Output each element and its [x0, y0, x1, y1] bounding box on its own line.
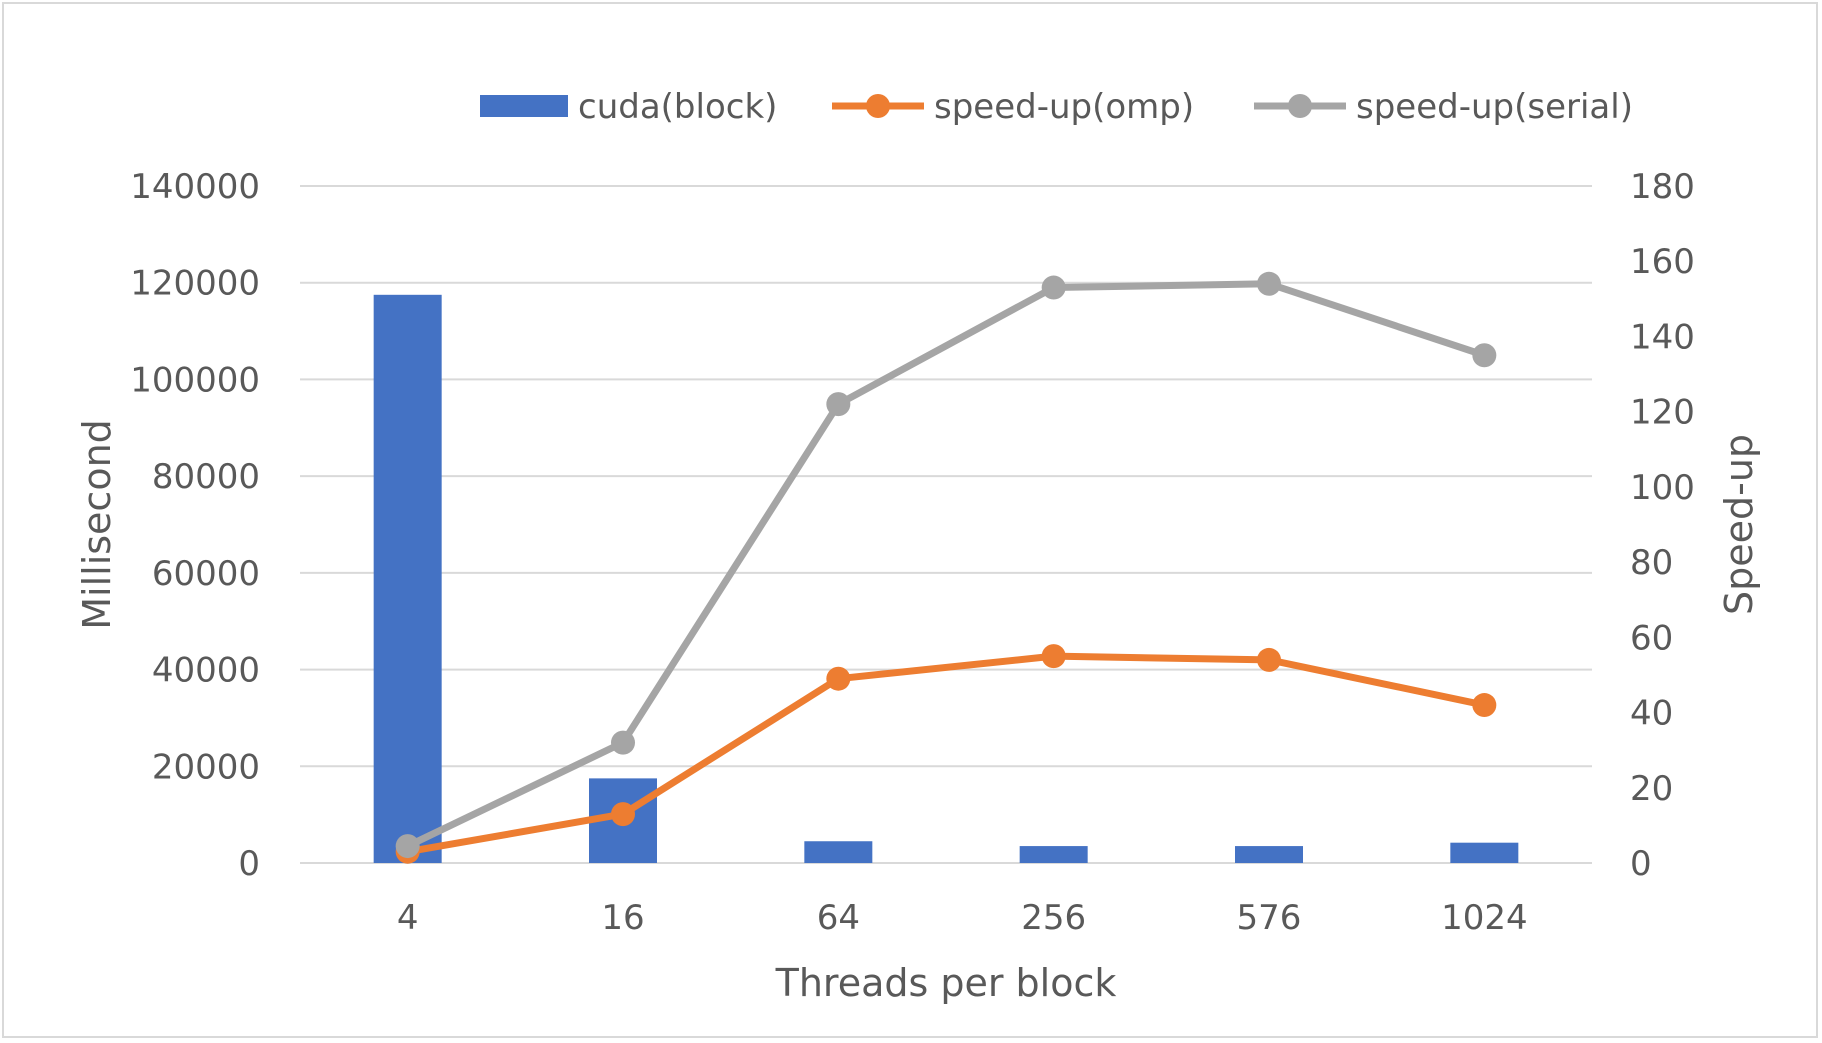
right-tick-label: 180: [1630, 167, 1695, 207]
x-tick-label: 1024: [1441, 898, 1528, 938]
data-point: [611, 802, 635, 827]
right-tick-label: 60: [1630, 618, 1673, 658]
legend-label: speed-up(omp): [934, 87, 1194, 127]
left-tick-label: 140000: [130, 167, 260, 207]
data-point: [395, 834, 420, 859]
data-point: [1472, 693, 1497, 718]
bar: [1235, 846, 1303, 863]
legend-swatch: [480, 95, 568, 117]
x-axis-title: Threads per block: [775, 961, 1117, 1005]
left-tick-label: 40000: [152, 651, 260, 691]
gridlines: [300, 185, 1592, 768]
left-tick-label: 120000: [130, 264, 260, 304]
data-point: [826, 666, 851, 691]
right-tick-label: 140: [1630, 317, 1695, 357]
line-series: [395, 271, 1497, 864]
data-point: [1041, 644, 1066, 669]
series-line: [406, 280, 1486, 850]
left-axis-ticks: 0 20000 40000 60000 80000 100000 120000 140000: [130, 167, 260, 884]
left-tick-label: 0: [238, 844, 260, 884]
right-tick-label: 80: [1630, 543, 1673, 583]
right-tick-label: 120: [1630, 393, 1695, 433]
right-axis-title: Speed-up: [1717, 434, 1761, 615]
bar: [1450, 842, 1519, 863]
bar: [1019, 846, 1088, 863]
left-tick-label: 100000: [130, 360, 260, 400]
data-point: [611, 730, 635, 755]
data-point: [1257, 271, 1281, 296]
legend-marker: [1288, 94, 1312, 118]
data-point: [1472, 343, 1497, 368]
x-tick-label: 576: [1237, 898, 1302, 938]
right-tick-label: 0: [1630, 844, 1652, 884]
data-point: [1257, 647, 1281, 672]
x-tick-label: 256: [1021, 898, 1086, 938]
data-point: [826, 392, 851, 417]
legend-marker: [866, 94, 890, 118]
series-line: [407, 652, 1486, 856]
x-axis-ticks: 4 16 64 256 576 1024: [397, 898, 1528, 938]
legend-label: speed-up(serial): [1356, 87, 1633, 127]
data-point: [1041, 275, 1066, 300]
left-tick-label: 60000: [152, 554, 260, 594]
left-tick-label: 20000: [152, 747, 260, 787]
left-tick-label: 80000: [152, 457, 260, 497]
right-tick-label: 100: [1630, 468, 1695, 508]
bar: [804, 841, 873, 863]
legend: cuda(block) speed-up(omp) speed-up(serial): [480, 87, 1633, 127]
legend-label: cuda(block): [578, 87, 777, 127]
left-axis-title: Millisecond: [75, 419, 119, 630]
right-tick-label: 160: [1630, 242, 1695, 282]
bar: [373, 294, 442, 863]
right-tick-label: 40: [1630, 694, 1673, 734]
x-tick-label: 4: [397, 898, 419, 938]
combo-chart: 020000400006000080000100000120000140000 …: [75, 87, 1761, 1005]
x-tick-label: 16: [601, 898, 644, 938]
x-tick-label: 64: [817, 898, 860, 938]
right-tick-label: 20: [1630, 769, 1673, 809]
right-axis-ticks: 0 20 40 60 80 100 120 140 160 180: [1630, 167, 1695, 884]
